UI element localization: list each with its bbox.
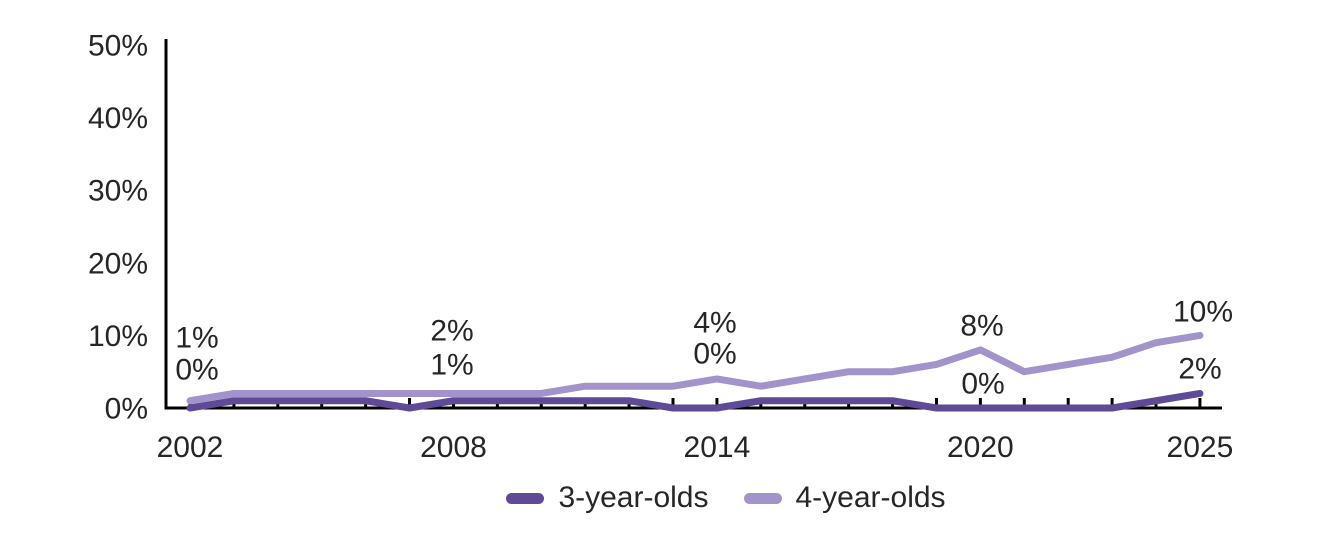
y-axis-tick-label: 0% [105, 393, 148, 426]
series-line-3-year-olds [186, 389, 1204, 412]
x-axis-tick-label: 2014 [684, 431, 751, 464]
y-axis-tick-label: 20% [88, 247, 148, 280]
data-label-2002-3-year-olds: 0% [175, 354, 218, 387]
data-label-2020-3-year-olds: 0% [961, 368, 1004, 401]
y-axis-tick-label: 30% [88, 175, 148, 208]
x-axis-tick-label: 2008 [420, 431, 487, 464]
x-axis-tick-label: 2020 [947, 431, 1014, 464]
legend-label-3-year-olds: 3-year-olds [558, 481, 709, 514]
legend-item-3-year-olds: 3-year-olds [506, 481, 709, 514]
legend-marker-4-year-olds-icon [743, 492, 782, 504]
legend-marker-3-year-olds-icon [506, 492, 545, 504]
data-label-2002-4-year-olds: 1% [175, 322, 218, 355]
legend-item-4-year-olds: 4-year-olds [743, 481, 946, 514]
data-label-2014-4-year-olds: 4% [693, 307, 736, 340]
data-label-2008-3-year-olds: 1% [430, 349, 473, 382]
data-label-2020-4-year-olds: 8% [960, 310, 1003, 343]
y-axis-tick-label: 10% [88, 320, 148, 353]
series-line-4-year-olds [186, 331, 1204, 405]
legend-label-4-year-olds: 4-year-olds [795, 481, 946, 514]
y-axis-tick-label: 40% [88, 102, 148, 135]
data-label-2025-3-year-olds: 2% [1178, 353, 1221, 386]
y-axis-tick-label: 50% [88, 30, 148, 63]
x-axis-tick-label: 2025 [1167, 431, 1234, 464]
data-label-2014-3-year-olds: 0% [693, 338, 736, 371]
data-label-2008-4-year-olds: 2% [430, 315, 473, 348]
x-axis-tick-label: 2002 [157, 431, 224, 464]
legend: 3-year-olds 4-year-olds [59, 481, 1334, 515]
data-label-2025-4-year-olds: 10% [1173, 296, 1233, 329]
